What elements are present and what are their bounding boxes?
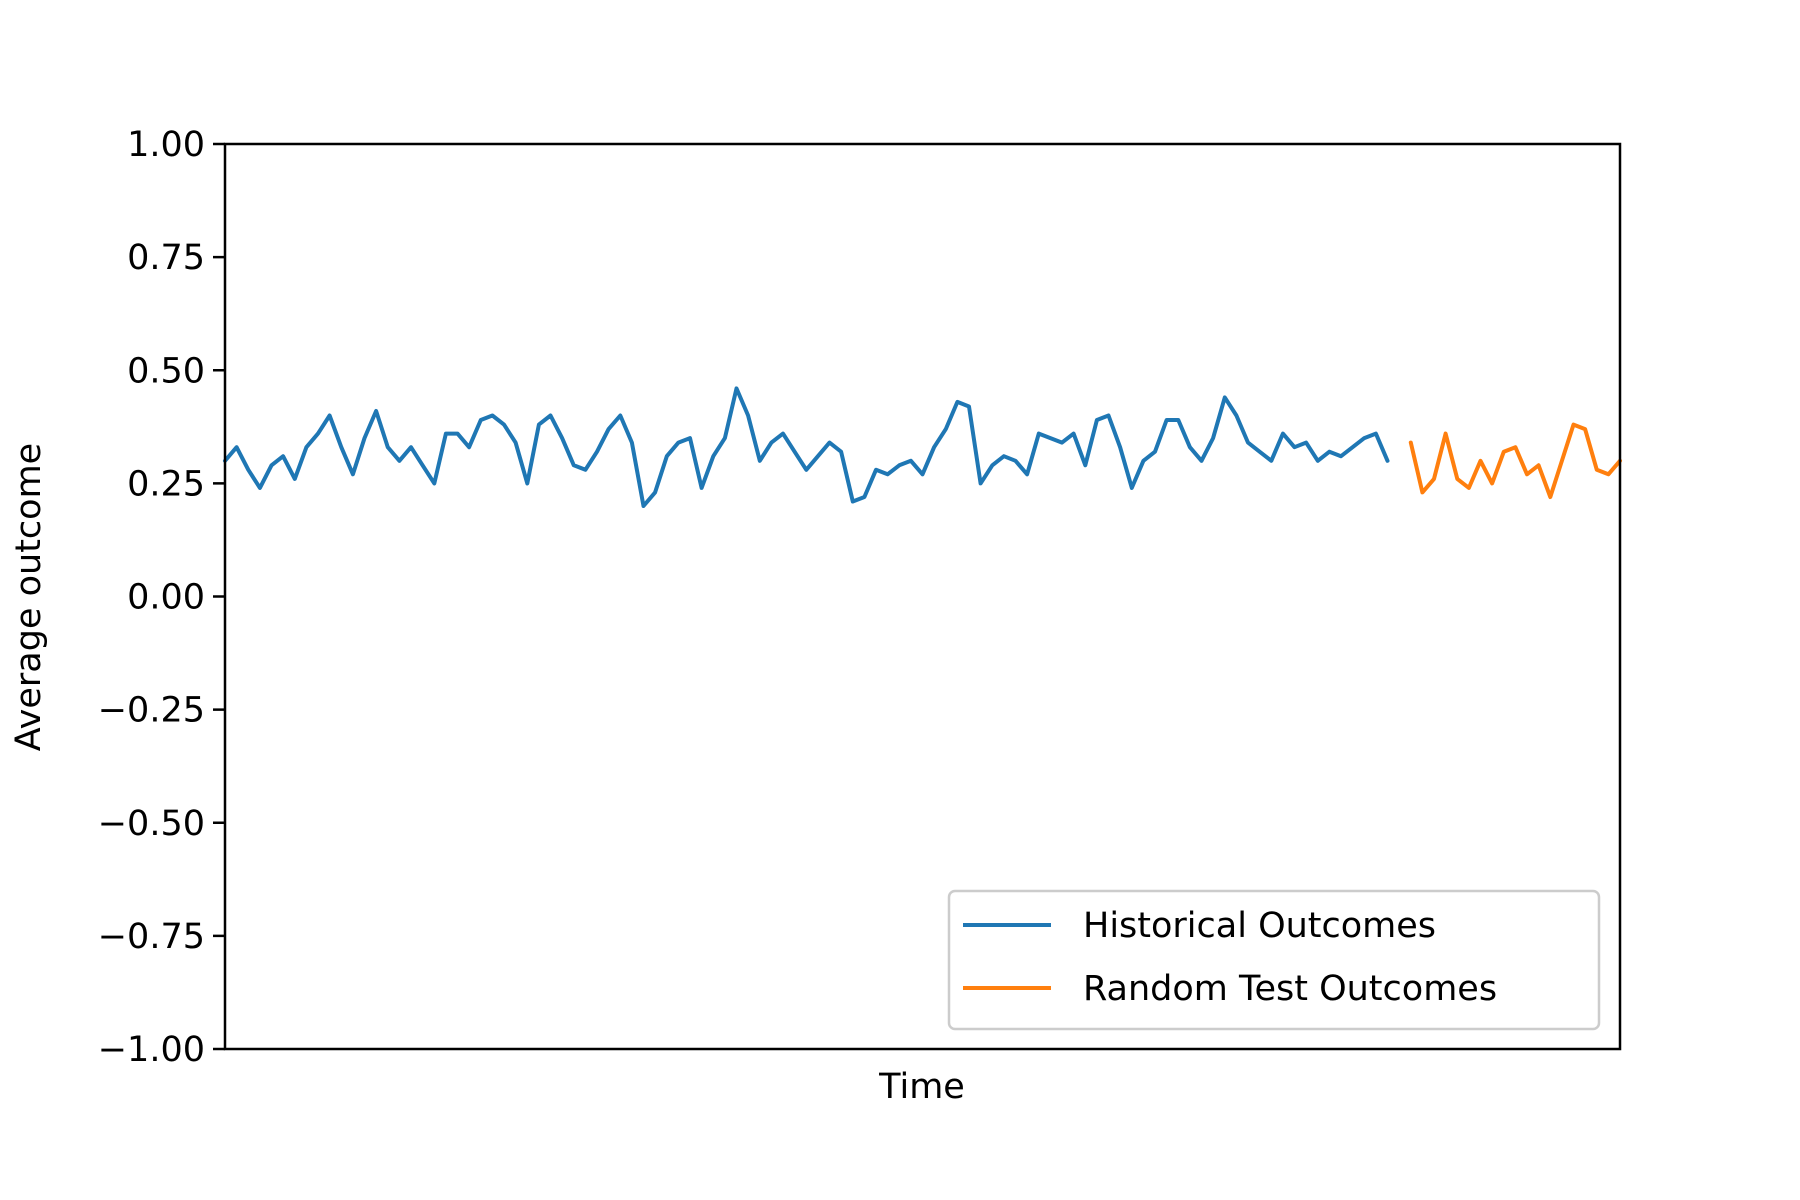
y-tick-label: −0.25 xyxy=(98,691,205,731)
legend-label-historical: Historical Outcomes xyxy=(1083,906,1436,946)
y-tick-label: 1.00 xyxy=(127,125,205,165)
y-tick-label: 0.25 xyxy=(127,464,205,504)
legend-box xyxy=(947,889,1601,1031)
series-line-historical xyxy=(223,386,1390,508)
y-axis-ticks: −1.00 −0.75 −0.50 −0.25 0.00 0.25 0.50 0.75 1.00 xyxy=(98,125,225,1070)
series-line-random-test xyxy=(1408,422,1622,499)
y-tick-label: −0.75 xyxy=(98,917,205,957)
y-axis-title: Average outcome xyxy=(9,443,49,751)
legend-label-random-test: Random Test Outcomes xyxy=(1083,969,1497,1009)
y-tick-label: 0.75 xyxy=(127,238,205,278)
y-tick-label: 0.00 xyxy=(127,578,205,618)
y-tick-label: −1.00 xyxy=(98,1030,205,1070)
y-tick-label: 0.50 xyxy=(127,351,205,391)
legend: Historical Outcomes Random Test Outcomes xyxy=(947,889,1601,1031)
x-axis-title: Time xyxy=(878,1067,965,1107)
y-tick-label: −0.50 xyxy=(98,804,205,844)
series-layer xyxy=(223,386,1622,508)
plot-frame xyxy=(223,142,1622,1051)
